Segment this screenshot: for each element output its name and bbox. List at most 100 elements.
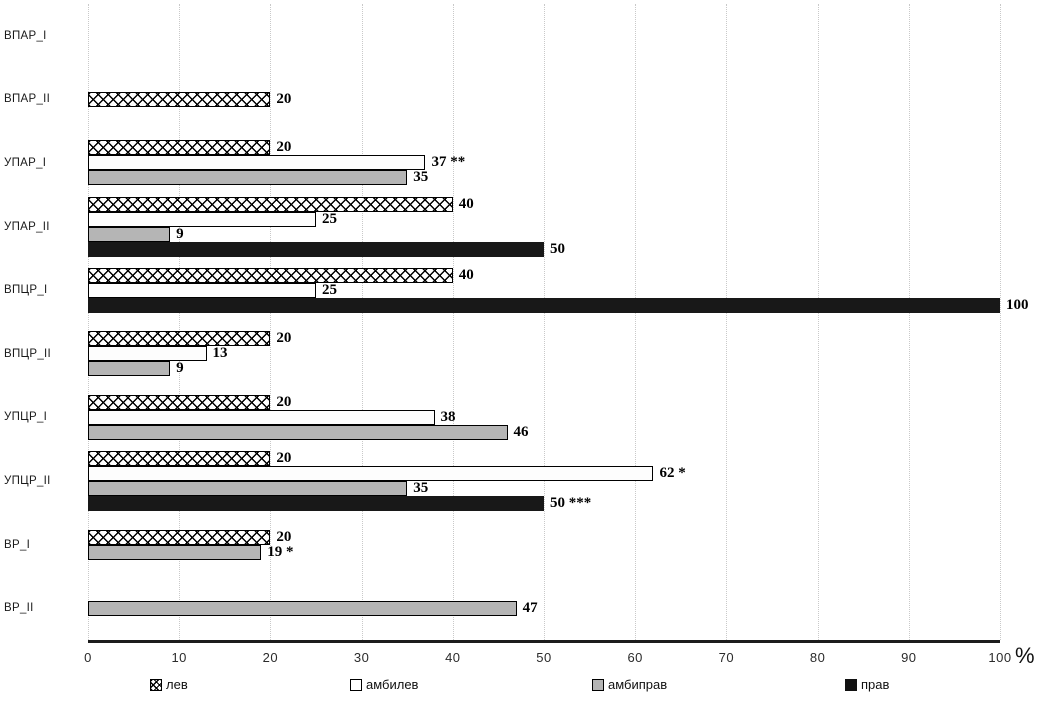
bar-white[interactable]: [88, 465, 654, 481]
category-group: ВПАР_I: [4, 4, 1000, 68]
legend-swatch-white-icon: [350, 678, 362, 691]
bar-white[interactable]: [88, 155, 426, 171]
bar-row: 20: [88, 393, 1000, 410]
gridline: [908, 4, 910, 640]
value-label: 20: [276, 528, 292, 545]
category-group: ВПАР_II 20: [4, 68, 1000, 132]
bar-row: 25: [88, 282, 1000, 298]
legend-swatch-hatch-icon: [150, 678, 162, 691]
bar-hatch[interactable]: [88, 196, 453, 212]
legend-item-gray[interactable]: амбиправ: [592, 677, 667, 692]
bar-hatch[interactable]: [88, 91, 271, 107]
x-axis-ticks: % 0 10 20 30 40 50 60 70 80 90 100: [84, 643, 1034, 670]
bar-gray[interactable]: [88, 361, 171, 377]
category-group: УПАР_I 20 37 ** 35: [4, 131, 1000, 195]
bar-row: 19 *: [88, 543, 1000, 560]
category-label: УПЦР_I: [4, 411, 48, 424]
bar-row: 100: [88, 297, 1029, 313]
bar-row: 35: [88, 480, 1000, 496]
bar-stack: 20 37 ** 35: [88, 140, 1000, 186]
x-tick-label: 80: [809, 650, 826, 665]
gridline: [270, 4, 272, 640]
bar-black[interactable]: [88, 241, 544, 257]
legend-item-hatch[interactable]: лев: [150, 677, 188, 692]
bar-row: 37 **: [88, 155, 1000, 171]
bar-black[interactable]: [88, 297, 1000, 313]
category-group: УПЦР_I 20 38 46: [4, 386, 1000, 450]
bar-hatch[interactable]: [88, 331, 271, 347]
legend-item-black[interactable]: прав: [845, 677, 889, 692]
bar-row: 46: [88, 424, 1000, 440]
value-label: 50 ***: [550, 494, 592, 511]
bar-row: 20: [88, 528, 1000, 545]
x-tick-label: 0: [84, 650, 92, 665]
category-group: УПЦР_II 20 62 * 35 50 ***: [4, 449, 1000, 513]
bar-row: 40: [88, 195, 1000, 212]
percent-axis-label: %: [1015, 643, 1035, 668]
bar-white[interactable]: [88, 211, 316, 227]
bar-row: 13: [88, 346, 1000, 362]
bar-stack: 20 19 *: [88, 528, 1000, 560]
x-tick-label: 40: [445, 650, 461, 665]
bar-stack: 20 38 46: [88, 393, 1000, 440]
value-label: 20: [276, 393, 292, 410]
bar-white[interactable]: [88, 282, 316, 298]
category-label: ВПАР_I: [4, 29, 47, 42]
x-tick-label: 10: [171, 650, 187, 665]
bar-stack: 20: [88, 91, 1000, 107]
bar-hatch[interactable]: [88, 529, 271, 545]
bar-white[interactable]: [88, 346, 207, 362]
legend-label: амбиправ: [608, 677, 668, 692]
category-label: ВР_II: [4, 602, 34, 615]
bar-row: 47: [88, 600, 1000, 616]
bar-gray[interactable]: [88, 226, 171, 242]
x-tick-label: 60: [627, 650, 643, 665]
bar-gray[interactable]: [88, 600, 517, 616]
x-tick-label: 100: [988, 650, 1012, 665]
category-group: ВР_II 47: [4, 576, 1000, 640]
bar-row: 20: [88, 91, 1000, 107]
bar-row: 20: [88, 140, 1000, 156]
bar-hatch[interactable]: [88, 267, 453, 283]
category-group: ВПЦР_II 20 13 9: [4, 322, 1000, 386]
bar-row: 25: [88, 211, 1000, 227]
bar-stack: 20 13 9: [88, 331, 1000, 377]
value-label: 9: [176, 225, 184, 242]
x-tick-label: 20: [262, 650, 279, 665]
bar-stack: 40 25 100: [88, 266, 1029, 313]
bar-gray[interactable]: [88, 480, 408, 496]
x-tick-label: 70: [718, 650, 735, 665]
bar-row: 38: [88, 408, 1000, 425]
bar-groups: ВПАР_I ВПАР_II 20 УПАР_I 20 37 ** 35 УПАР_II 40 2…: [4, 4, 1029, 640]
bar-hatch[interactable]: [88, 394, 271, 410]
x-tick-label: 30: [353, 650, 370, 665]
legend-label: лев: [166, 677, 188, 692]
bar-row: 9: [88, 225, 1000, 242]
bar-gray[interactable]: [88, 170, 408, 186]
gridline: [361, 4, 363, 640]
bar-gray[interactable]: [88, 424, 508, 440]
category-label: ВПЦР_I: [4, 284, 48, 297]
value-label: 20: [276, 449, 292, 466]
value-label: 38: [440, 408, 456, 425]
bar-gray[interactable]: [88, 544, 262, 560]
value-label: 40: [458, 266, 474, 283]
bar-hatch[interactable]: [88, 450, 271, 466]
bar-row: 20: [88, 331, 1000, 347]
bar-white[interactable]: [88, 409, 435, 425]
bar-hatch[interactable]: [88, 140, 271, 156]
bar-black[interactable]: [88, 495, 544, 511]
value-label: 40: [458, 195, 474, 212]
legend-item-white[interactable]: амбилев: [350, 677, 418, 692]
category-group: ВР_I 20 19 *: [4, 513, 1000, 577]
legend-label: амбилев: [366, 677, 419, 692]
gridline: [726, 4, 728, 640]
x-tick-label: 90: [901, 650, 917, 665]
value-label: 100: [1006, 296, 1029, 313]
bar-row: 35: [88, 170, 1000, 186]
gridline: [544, 4, 545, 640]
bar-stack: 47: [88, 600, 1000, 616]
value-label: 19 *: [267, 543, 294, 560]
category-label: УПАР_II: [4, 220, 50, 233]
